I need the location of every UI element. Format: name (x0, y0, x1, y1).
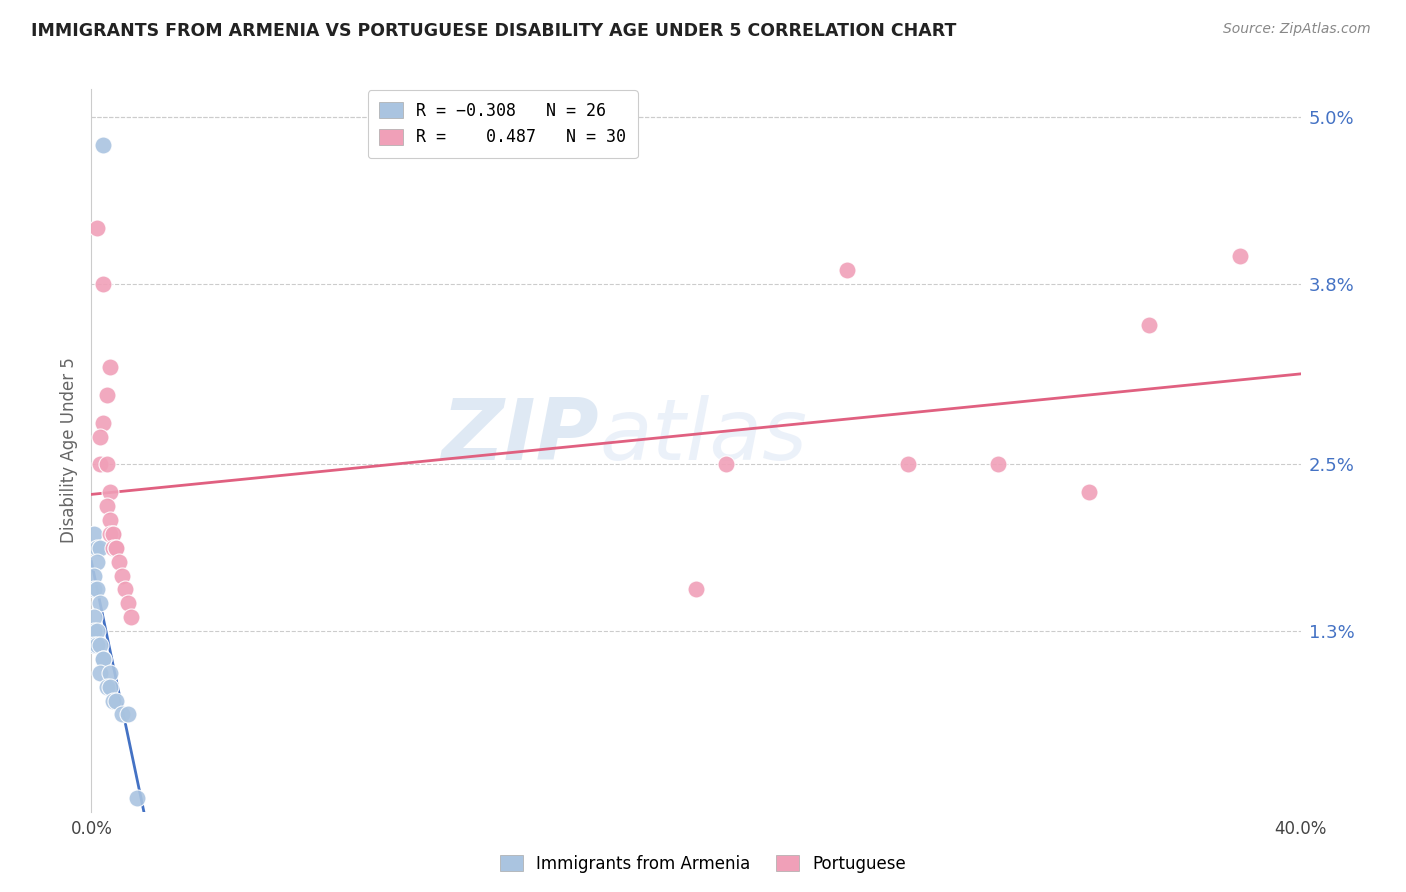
Point (98, 485, 121, 500)
Point (101, 693, 124, 707)
Point (83, 582, 105, 597)
Point (89, 596, 111, 610)
Point (89, 458, 111, 472)
Point (86, 221, 108, 235)
Point (96, 458, 118, 472)
Point (83, 624, 105, 639)
Point (83, 638, 105, 652)
Point (93, 416, 115, 430)
Point (685, 582, 707, 597)
Point (111, 568, 132, 582)
Point (89, 541, 111, 555)
Point (897, 458, 920, 472)
Point (101, 526, 124, 541)
Point (1229, 249, 1251, 263)
Legend: Immigrants from Armenia, Portuguese: Immigrants from Armenia, Portuguese (494, 848, 912, 880)
Text: Source: ZipAtlas.com: Source: ZipAtlas.com (1223, 22, 1371, 37)
Point (107, 555, 129, 569)
Point (98, 360, 121, 375)
Point (111, 707, 132, 722)
Point (120, 610, 142, 624)
Point (125, 790, 148, 805)
Point (104, 541, 127, 555)
Point (835, 262, 858, 277)
Point (117, 596, 139, 610)
Point (98, 513, 121, 527)
Point (101, 541, 124, 555)
Point (104, 541, 127, 555)
Point (86, 582, 108, 597)
Point (83, 526, 105, 541)
Point (98, 665, 121, 680)
Point (89, 665, 111, 680)
Point (86, 624, 108, 639)
Point (101, 526, 124, 541)
Legend: R = −0.308   N = 26, R =    0.487   N = 30: R = −0.308 N = 26, R = 0.487 N = 30 (367, 90, 637, 158)
Point (96, 388, 118, 402)
Point (1139, 318, 1161, 333)
Point (86, 541, 108, 555)
Point (93, 652, 115, 666)
Point (93, 137, 115, 152)
Point (89, 638, 111, 652)
Point (96, 680, 118, 694)
Point (83, 610, 105, 624)
Point (114, 582, 136, 597)
Point (89, 429, 111, 443)
Point (96, 499, 118, 513)
Y-axis label: Disability Age Under 5: Disability Age Under 5 (59, 358, 77, 543)
Point (98, 526, 121, 541)
Point (86, 638, 108, 652)
Point (83, 568, 105, 582)
Point (93, 652, 115, 666)
Point (98, 680, 121, 694)
Text: atlas: atlas (599, 394, 807, 477)
Point (117, 707, 139, 722)
Point (714, 458, 737, 472)
Text: ZIP: ZIP (441, 394, 599, 477)
Point (93, 277, 115, 291)
Text: IMMIGRANTS FROM ARMENIA VS PORTUGUESE DISABILITY AGE UNDER 5 CORRELATION CHART: IMMIGRANTS FROM ARMENIA VS PORTUGUESE DI… (31, 22, 956, 40)
Point (1077, 485, 1099, 500)
Point (86, 555, 108, 569)
Point (104, 693, 127, 707)
Point (987, 458, 1010, 472)
